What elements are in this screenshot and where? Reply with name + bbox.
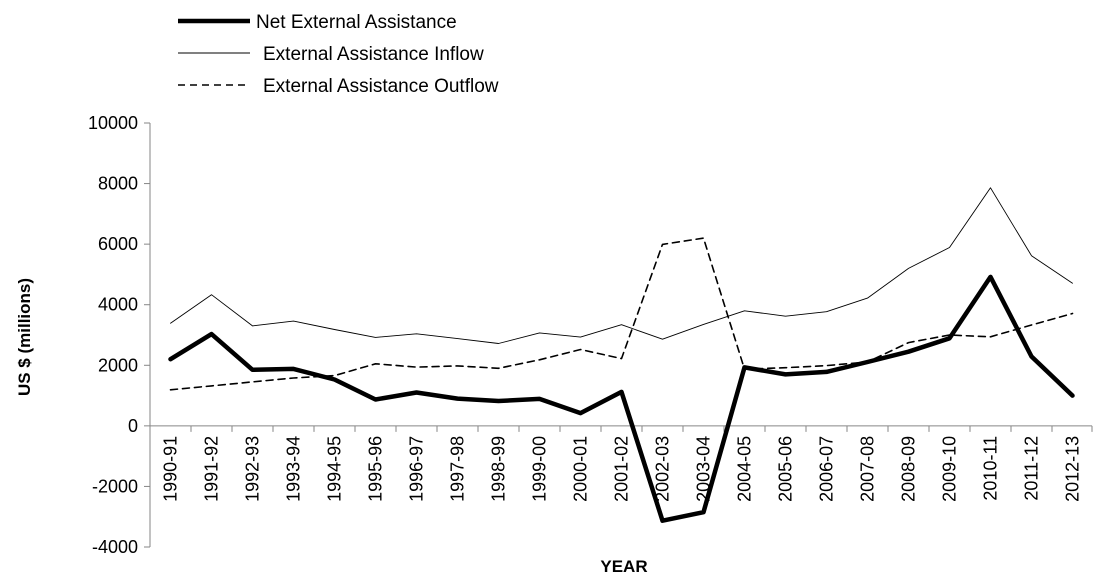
y-axis-title: US $ (millions) xyxy=(15,278,34,396)
y-axis: -4000 -2000 0 2000 4000 6000 8000 10000 xyxy=(88,113,151,557)
x-tick-label: 1992-93 xyxy=(243,436,263,502)
x-tick-label: 2004-05 xyxy=(735,436,755,502)
x-tick-label: 2001-02 xyxy=(612,436,632,502)
x-tick-label: 1999-00 xyxy=(530,436,550,502)
x-tick-label: 2006-07 xyxy=(817,436,837,502)
y-tick-label: 8000 xyxy=(98,174,138,194)
y-tick-label: -2000 xyxy=(92,476,138,496)
x-tick-label: 2007-08 xyxy=(858,436,878,502)
y-tick-label: -4000 xyxy=(92,537,138,557)
x-tick-label: 2008-09 xyxy=(899,436,919,502)
y-tick-label: 10000 xyxy=(88,113,138,133)
x-tick-label: 1998-99 xyxy=(489,436,509,502)
series-line-external-assistance-inflow xyxy=(170,187,1073,344)
y-tick-label: 2000 xyxy=(98,355,138,375)
series-line-external-assistance-outflow xyxy=(169,237,1074,391)
x-tick-label: 2005-06 xyxy=(776,436,796,502)
x-tick-label: 2012-13 xyxy=(1063,436,1083,502)
x-tick-label: 2011-12 xyxy=(1022,436,1042,501)
x-tick-label: 1996-97 xyxy=(407,436,427,502)
y-tick-label: 6000 xyxy=(98,234,138,254)
x-axis: 1990-91 1991-92 1992-93 1993-94 1994-95 1995-… xyxy=(149,425,1093,502)
x-tick-label: 1990-91 xyxy=(161,436,181,502)
series-line-net-external-assistance xyxy=(168,274,1075,523)
y-tick-label: 0 xyxy=(128,416,138,436)
legend-label: Net External Assistance xyxy=(256,12,457,33)
legend: Net External Assistance External Assistan… xyxy=(178,12,499,97)
x-tick-label: 2010-11 xyxy=(981,436,1001,501)
legend-label: External Assistance Outflow xyxy=(263,76,499,97)
x-tick-label: 2002-03 xyxy=(653,436,673,502)
x-tick-label: 2009-10 xyxy=(940,436,960,502)
series-layer xyxy=(168,187,1075,523)
x-tick-label: 2000-01 xyxy=(571,436,591,502)
x-tick-label: 1995-96 xyxy=(366,436,386,502)
y-tick-label: 4000 xyxy=(98,295,138,315)
x-tick-label: 2003-04 xyxy=(694,436,714,502)
x-tick-label: 1991-92 xyxy=(202,436,222,502)
legend-label: External Assistance Inflow xyxy=(263,44,484,65)
x-axis-title: YEAR xyxy=(600,557,647,576)
x-tick-label: 1994-95 xyxy=(325,436,345,502)
x-tick-label: 1993-94 xyxy=(284,436,304,502)
x-tick-label: 1997-98 xyxy=(448,436,468,502)
